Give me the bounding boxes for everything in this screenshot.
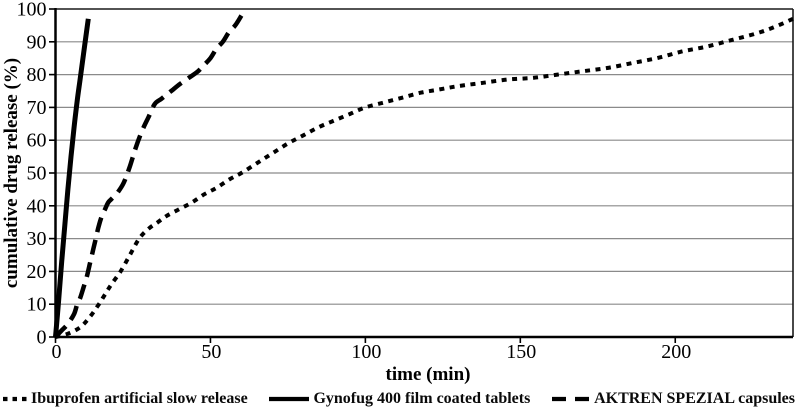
y-tick-label: 30	[27, 228, 47, 250]
line-chart: 0 10 20 30 40 50 60 70 80 90 100 0 50 100 150 200 cumul…	[1, 0, 794, 385]
y-tick-label: 20	[27, 261, 47, 283]
y-tick-label: 10	[27, 294, 47, 316]
data-series	[53, 14, 794, 339]
y-tick-label: 70	[27, 97, 47, 119]
y-tick-label: 100	[17, 0, 47, 21]
x-tick-label: 200	[661, 341, 691, 363]
y-tick-label: 40	[27, 195, 47, 217]
legend-dotted-line-marker	[3, 396, 27, 402]
series-solid-line	[53, 18, 91, 338]
y-tick-label: 60	[27, 130, 47, 152]
tick-labels: 0 10 20 30 40 50 60 70 80 90 100 0 50 100 150 200	[17, 0, 692, 363]
series-dotted-line	[55, 16, 794, 339]
legend-solid-line-marker	[269, 396, 310, 402]
x-axis-title: time (min)	[386, 364, 471, 385]
y-tick-label: 80	[27, 64, 47, 86]
y-tick-label: 50	[27, 163, 47, 185]
y-axis-title: cumulative drug release (%)	[1, 58, 22, 288]
legend-label: AKTREN SPEZIAL capsules	[594, 390, 795, 407]
y-tick-label: 90	[27, 31, 47, 53]
x-tick-label: 0	[52, 341, 62, 363]
legend-item-dotted: Ibuprofen artificial slow release	[3, 390, 248, 408]
axes	[49, 8, 794, 343]
series-dashed-line	[53, 14, 244, 339]
legend: Ibuprofen artificial slow release Gynofug…	[3, 386, 795, 412]
x-tick-label: 100	[351, 341, 381, 363]
legend-label: Ibuprofen artificial slow release	[31, 390, 248, 407]
x-tick-label: 50	[201, 341, 221, 363]
y-tick-label: 0	[37, 327, 47, 349]
gridlines	[55, 41, 793, 305]
legend-dashed-line-marker	[552, 396, 591, 402]
x-tick-label: 150	[506, 341, 536, 363]
legend-label: Gynofug 400 film coated tablets	[313, 390, 531, 407]
legend-item-solid: Gynofug 400 film coated tablets	[269, 390, 530, 408]
legend-item-dashed: AKTREN SPEZIAL capsules	[552, 390, 795, 408]
